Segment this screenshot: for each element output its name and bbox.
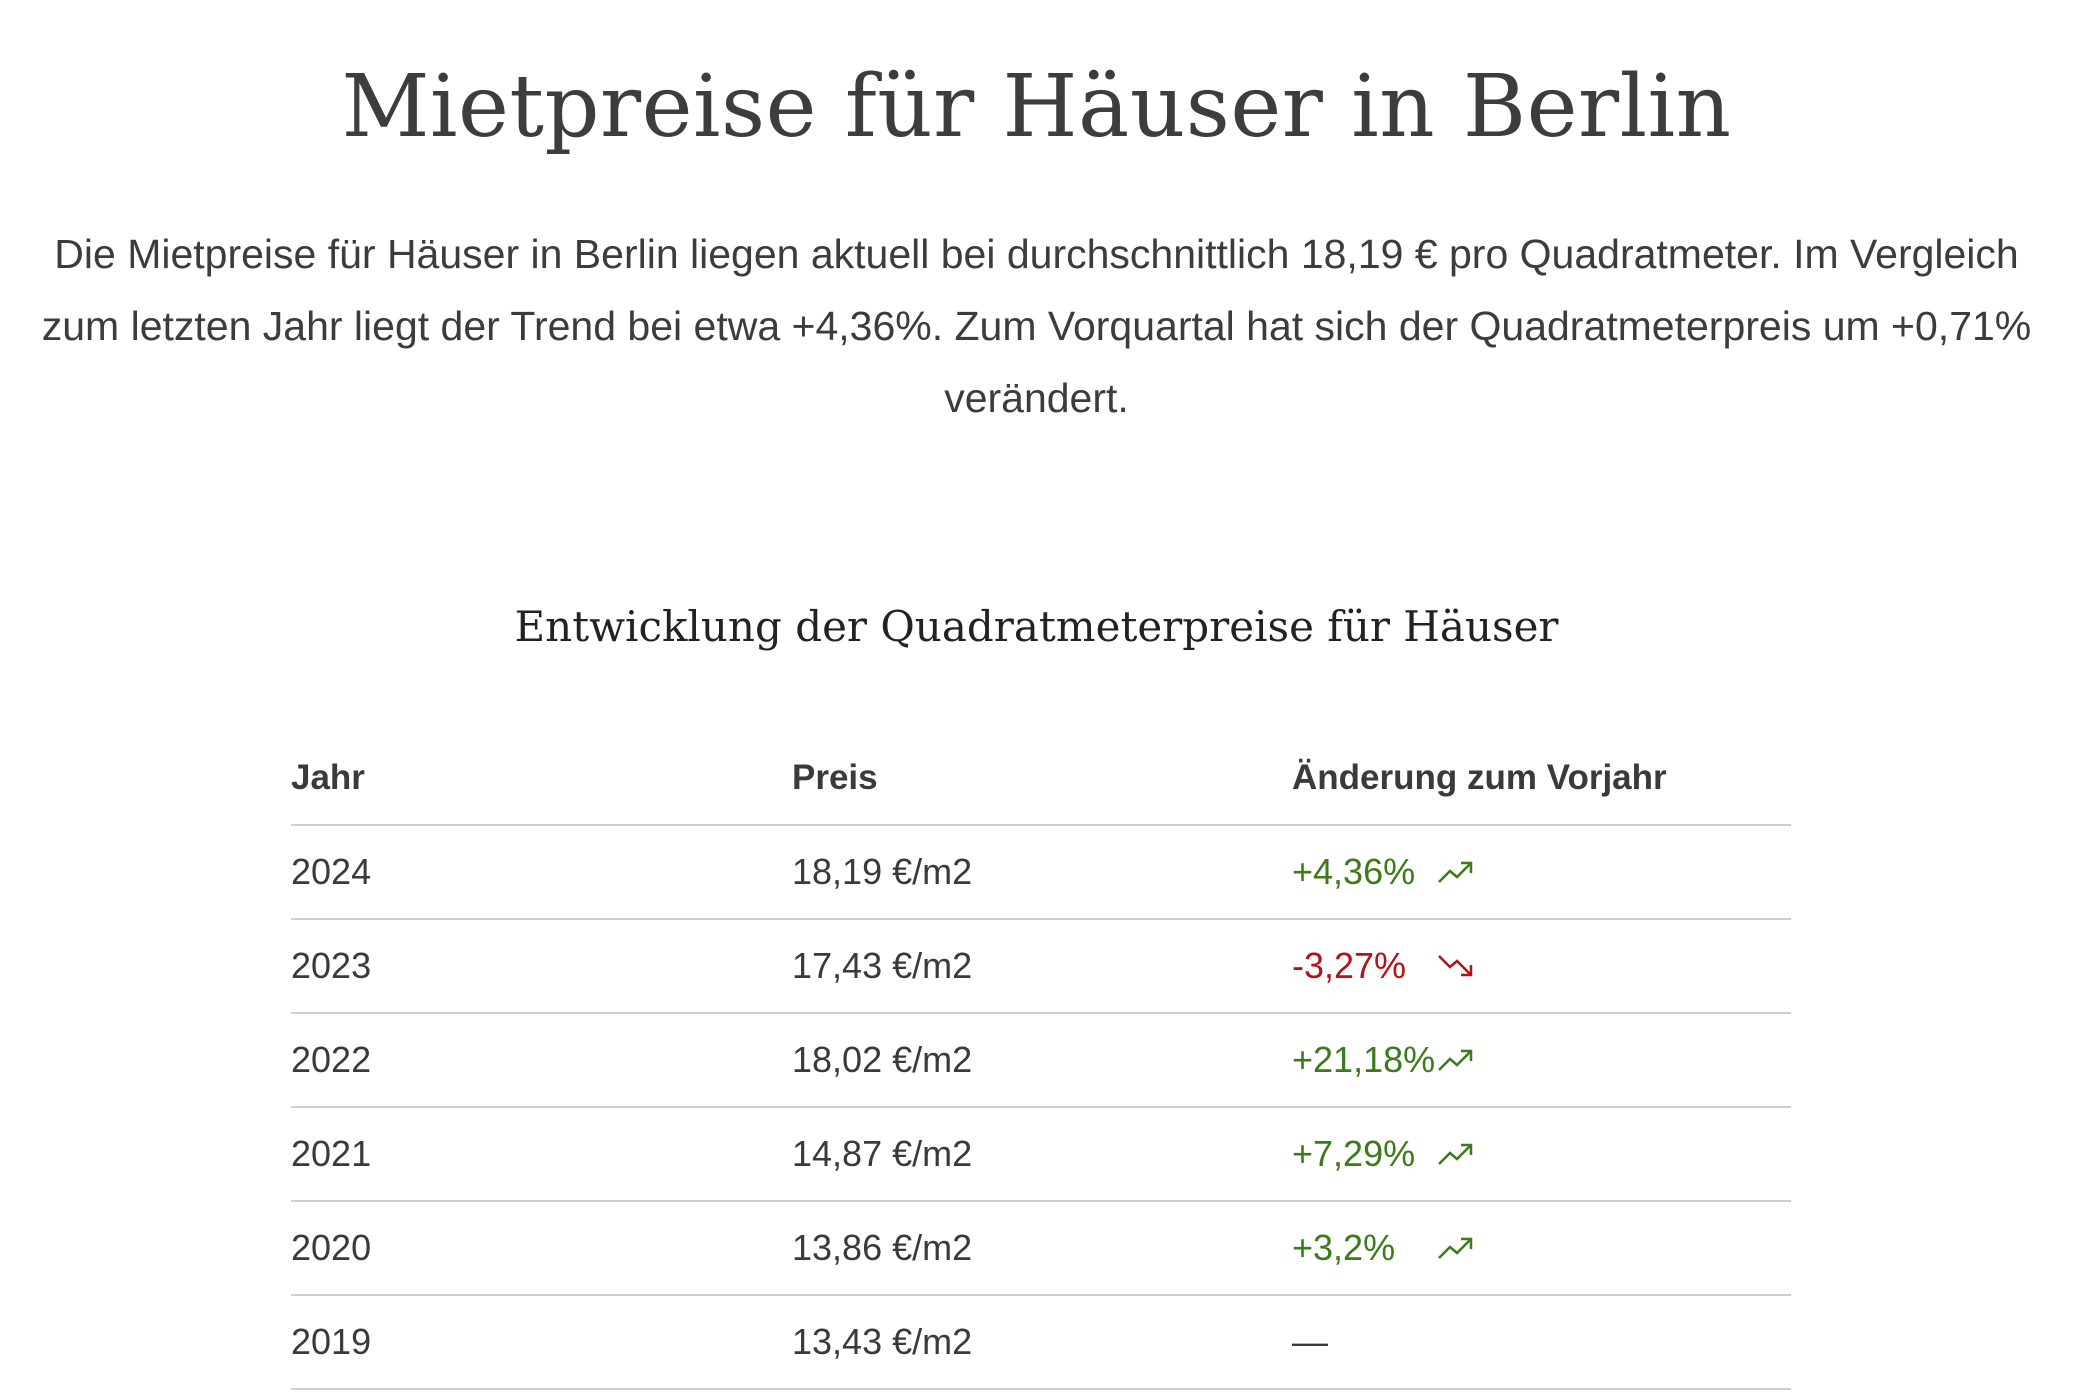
change-value: -3,27% xyxy=(1292,945,1407,986)
header-change: Änderung zum Vorjahr xyxy=(1292,758,1667,797)
table-row: 2023 17,43 €/m2 -3,27% xyxy=(291,920,1791,1014)
price-cell: 13,43 €/m2 xyxy=(792,1321,973,1362)
intro-paragraph: Die Mietpreise für Häuser in Berlin lieg… xyxy=(41,231,2032,421)
year-cell: 2020 xyxy=(291,1227,372,1268)
change-value: +7,29% xyxy=(1292,1133,1416,1174)
change-cell: +4,36% xyxy=(1292,826,1476,918)
change-value: +4,36% xyxy=(1292,851,1416,892)
header-year: Jahr xyxy=(291,758,365,797)
change-value: +3,2% xyxy=(1292,1227,1396,1268)
section-title: Entwicklung der Quadratmeterpreise für H… xyxy=(514,602,1559,651)
table-row: 2020 13,86 €/m2 +3,2% xyxy=(291,1202,1791,1296)
price-cell: 13,86 €/m2 xyxy=(792,1227,973,1268)
table-row: 2024 18,19 €/m2 +4,36% xyxy=(291,826,1791,920)
price-cell: 18,19 €/m2 xyxy=(792,851,973,892)
year-cell: 2024 xyxy=(291,851,372,892)
change-cell: +3,2% xyxy=(1292,1202,1476,1294)
trend-down-icon xyxy=(1436,951,1476,981)
change-cell: +21,18% xyxy=(1292,1014,1476,1106)
table-row: 2022 18,02 €/m2 +21,18% xyxy=(291,1014,1791,1108)
table-row: 2021 14,87 €/m2 +7,29% xyxy=(291,1108,1791,1202)
year-cell: 2022 xyxy=(291,1039,372,1080)
header-price: Preis xyxy=(792,758,878,797)
trend-up-icon xyxy=(1436,857,1476,887)
table-row: 2019 13,43 €/m2 — xyxy=(291,1296,1791,1390)
page-title: Mietpreise für Häuser in Berlin xyxy=(341,57,1732,157)
change-cell: +7,29% xyxy=(1292,1108,1476,1200)
change-value: — xyxy=(1292,1321,1328,1362)
price-cell: 14,87 €/m2 xyxy=(792,1133,973,1174)
year-cell: 2021 xyxy=(291,1133,372,1174)
trend-up-icon xyxy=(1436,1045,1476,1075)
price-cell: 18,02 €/m2 xyxy=(792,1039,973,1080)
table-header-row: Jahr Preis Änderung zum Vorjahr xyxy=(291,738,1791,826)
year-cell: 2023 xyxy=(291,945,372,986)
change-cell: -3,27% xyxy=(1292,920,1476,1012)
year-cell: 2019 xyxy=(291,1321,372,1362)
price-table: Jahr Preis Änderung zum Vorjahr 2024 18,… xyxy=(291,738,1791,1390)
change-cell: — xyxy=(1292,1296,1436,1388)
trend-up-icon xyxy=(1436,1233,1476,1263)
change-value: +21,18% xyxy=(1292,1039,1436,1080)
trend-up-icon xyxy=(1436,1139,1476,1169)
price-cell: 17,43 €/m2 xyxy=(792,945,973,986)
